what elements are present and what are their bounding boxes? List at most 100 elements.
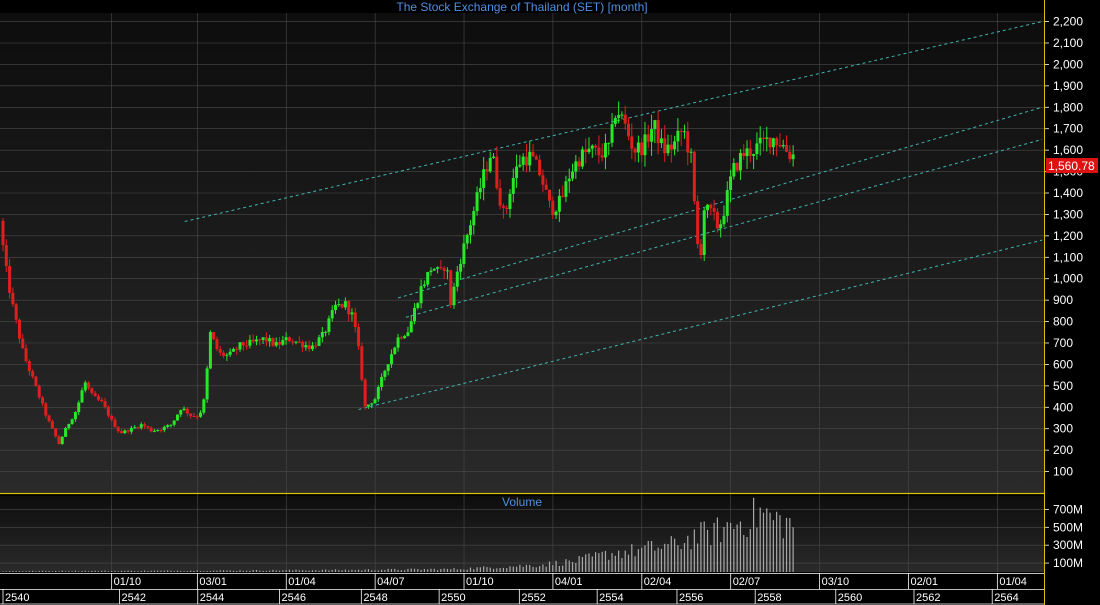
- channel-line: [405, 138, 1043, 318]
- candle-body: [725, 190, 729, 216]
- candle-body: [561, 195, 565, 197]
- candle-body: [347, 301, 351, 315]
- candle-body: [393, 347, 397, 355]
- candle-body: [636, 142, 640, 153]
- candle-body: [264, 337, 268, 342]
- candle-body: [357, 327, 361, 347]
- price-tick-label: 200: [1053, 443, 1073, 457]
- candle-body: [195, 416, 199, 418]
- candle-body: [228, 351, 232, 355]
- candle-body: [251, 339, 255, 342]
- price-tick-label: 300: [1053, 422, 1073, 436]
- candle-body: [627, 123, 631, 137]
- volume-tick-label: 700M: [1053, 502, 1083, 516]
- candle-body: [515, 166, 519, 178]
- candle-body: [541, 175, 545, 185]
- candle-body: [630, 136, 634, 149]
- candle-body: [291, 341, 295, 343]
- x-axis-band: [0, 572, 1044, 605]
- candle-body: [156, 429, 160, 431]
- volume-panel: [0, 496, 1044, 572]
- candle-body: [225, 354, 229, 356]
- price-tick-label: 1,400: [1053, 186, 1083, 200]
- candle-body: [175, 414, 179, 421]
- candle-body: [544, 184, 548, 190]
- x-upper-label: 01/04: [999, 576, 1027, 588]
- candle-body: [676, 130, 680, 142]
- candle-body: [17, 319, 21, 339]
- candle-body: [87, 382, 91, 389]
- price-tick-label: 100: [1053, 465, 1073, 479]
- candle-body: [271, 338, 275, 346]
- candle-body: [732, 163, 736, 177]
- candle-body: [278, 342, 282, 345]
- candle-body: [571, 171, 575, 179]
- axes: 100 200 300 400 500 600 700 800 900 1,000 1,100 1,2…: [0, 15, 1083, 605]
- candle-body: [110, 415, 114, 420]
- candle-body: [577, 161, 581, 167]
- candle-body: [67, 424, 71, 429]
- candle-body: [656, 120, 660, 144]
- volume-tick-label: 100M: [1053, 556, 1083, 570]
- candle-body: [492, 156, 496, 158]
- candle-body: [640, 142, 644, 156]
- candle-body: [722, 215, 726, 225]
- candle-body: [488, 157, 492, 172]
- candle-body: [113, 419, 117, 428]
- candle-body: [297, 341, 301, 343]
- candle-body: [73, 412, 77, 420]
- x-lower-label: 2546: [282, 592, 306, 604]
- x-lower-label: 2540: [5, 592, 29, 604]
- candle-body: [353, 312, 357, 328]
- candle-body: [208, 332, 212, 369]
- x-lower-label: 2560: [838, 592, 862, 604]
- candle-body: [185, 408, 189, 414]
- candle-body: [54, 428, 58, 437]
- candle-body: [162, 426, 166, 431]
- price-tick-label: 1,800: [1053, 100, 1083, 114]
- candle-body: [96, 396, 100, 400]
- candle-body: [603, 142, 607, 158]
- candle-body: [666, 144, 670, 154]
- candle-body: [439, 267, 443, 269]
- candle-body: [468, 225, 472, 235]
- candle-body: [396, 337, 400, 348]
- price-tick-label: 1,100: [1053, 250, 1083, 264]
- candle-body: [679, 130, 683, 132]
- price-tick-label: 1,600: [1053, 143, 1083, 157]
- candle-body: [248, 339, 252, 346]
- candle-body: [116, 427, 120, 432]
- candle-body: [334, 304, 338, 311]
- volume-bars: [2, 497, 794, 572]
- candle-body: [41, 397, 45, 404]
- price-tick-label: 500: [1053, 379, 1073, 393]
- candle-body: [682, 131, 686, 133]
- candle-body: [103, 401, 107, 407]
- candle-body: [597, 147, 601, 156]
- candle-body: [120, 431, 124, 434]
- price-tick-label: 400: [1053, 400, 1073, 414]
- trend-channel: [184, 21, 1043, 410]
- x-upper-label: 02/04: [644, 576, 672, 588]
- candle-body: [215, 339, 219, 350]
- price-tick-label: 1,000: [1053, 272, 1083, 286]
- candle-body: [495, 156, 499, 189]
- candle-body: [580, 149, 584, 167]
- candle-body: [567, 178, 571, 182]
- candle-body: [531, 151, 535, 157]
- candle-body: [64, 428, 68, 437]
- candle-body: [765, 137, 769, 139]
- candle-body: [633, 148, 637, 153]
- price-tick-label: 1,300: [1053, 207, 1083, 221]
- candle-body: [445, 270, 449, 272]
- x-lower-label: 2554: [599, 592, 623, 604]
- candle-body: [317, 337, 321, 346]
- candle-body: [696, 201, 700, 245]
- candle-body: [524, 156, 528, 166]
- candle-body: [719, 224, 723, 229]
- candle-body: [521, 156, 525, 165]
- x-upper-label: 02/01: [910, 576, 938, 588]
- candle-body: [442, 268, 446, 271]
- candle-body: [301, 341, 305, 348]
